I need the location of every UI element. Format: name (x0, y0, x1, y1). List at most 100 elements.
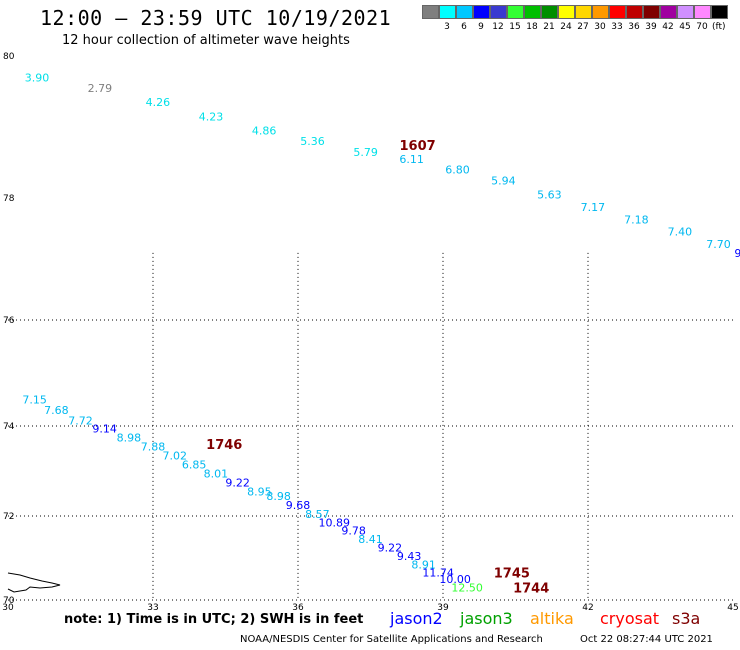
wave-height-label: 7.17 (581, 201, 606, 214)
scale-tick-label: 24 (560, 22, 572, 32)
pass-time-label: 1607 (400, 139, 436, 154)
scale-swatch (592, 5, 609, 19)
scale-swatch (473, 5, 490, 19)
wave-height-label: 5.79 (353, 146, 378, 159)
scale-swatch (439, 5, 456, 19)
scale-swatch (456, 5, 473, 19)
wave-height-label: 8.57 (305, 508, 330, 521)
scale-tick-label: 30 (594, 22, 606, 32)
wave-height-label: 8.91 (411, 558, 436, 571)
mission-s3a: s3a (672, 609, 701, 628)
scale-swatch (626, 5, 643, 19)
wave-height-label: 4.26 (146, 96, 171, 109)
scale-swatch (541, 5, 558, 19)
scale-tick-label: 33 (611, 22, 623, 32)
scale-tick-label: 70 (696, 22, 708, 32)
y-tick-label: 76 (3, 316, 15, 326)
mission-altika: altika (530, 609, 574, 628)
scale-tick-label: 21 (543, 22, 555, 32)
wave-height-label: 9.22 (225, 476, 250, 489)
wave-height-label: 5.63 (537, 188, 562, 201)
y-tick-label: 78 (3, 194, 15, 204)
wave-height-label: 4.86 (252, 125, 277, 138)
scale-swatch (575, 5, 592, 19)
scale-tick-label: 36 (628, 22, 640, 32)
scale-swatch (660, 5, 677, 19)
scale-tick-label: 6 (461, 22, 467, 32)
wave-height-label: 7.88 (141, 440, 166, 453)
scale-swatch (694, 5, 711, 19)
wave-height-label: 5.94 (491, 174, 516, 187)
wave-height-label: 9 (734, 247, 740, 260)
scale-swatch (524, 5, 541, 19)
y-tick-label: 72 (3, 512, 14, 522)
scale-tick-label: 15 (509, 22, 521, 32)
generated-timestamp: Oct 22 08:27:44 UTC 2021 (580, 634, 713, 645)
wave-height-label: 9.22 (378, 542, 403, 555)
pass-time-label: 1744 (513, 581, 549, 596)
y-tick-label: 70 (3, 596, 15, 606)
scale-tick-label: 3 (444, 22, 450, 32)
scale-tick-label: 42 (662, 22, 674, 32)
wave-height-label: 10.00 (439, 573, 471, 586)
scale-swatch (609, 5, 626, 19)
credit-line: NOAA/NESDIS Center for Satellite Applica… (240, 634, 543, 645)
wave-height-label: 6.80 (445, 164, 470, 177)
scale-tick-label: 39 (645, 22, 657, 32)
mission-cryosat: cryosat (600, 609, 660, 628)
scale-swatch (677, 5, 694, 19)
wave-height-label: 12.50 (451, 581, 483, 594)
x-tick-label: 42 (582, 603, 593, 613)
y-tick-label: 80 (3, 52, 15, 62)
wave-height-label: 7.70 (706, 238, 731, 251)
wave-height-label: 8.98 (266, 490, 291, 503)
wave-height-label: 9.68 (286, 499, 311, 512)
coastline (7, 572, 61, 593)
map-subtitle: 12 hour collection of altimeter wave hei… (62, 33, 350, 48)
wave-height-label: 7.15 (22, 394, 47, 407)
pass-time-label: 1745 (494, 567, 530, 582)
wave-height-label: 3.90 (25, 71, 50, 84)
wave-height-label: 7.02 (163, 449, 188, 462)
wave-height-label: 10.89 (319, 516, 351, 529)
wave-height-label: 8.01 (204, 467, 229, 480)
wave-height-label: 9.14 (92, 422, 117, 435)
wave-height-label: 6.85 (182, 458, 207, 471)
x-tick-label: 33 (147, 603, 158, 613)
wave-height-label: 9.43 (397, 550, 422, 563)
wave-height-label: 4.23 (199, 110, 224, 123)
wave-height-label: 11.74 (422, 567, 454, 580)
wave-height-label: 8.41 (358, 533, 383, 546)
scale-swatch (643, 5, 660, 19)
scale-swatch (507, 5, 524, 19)
wave-height-label: 7.72 (68, 415, 93, 428)
mission-jason2: jason2 (390, 609, 443, 628)
wave-height-label: 8.95 (247, 485, 272, 498)
scale-unit: (ft) (712, 22, 726, 32)
scale-tick-label: 18 (526, 22, 538, 32)
wave-height-label: 5.36 (300, 135, 325, 148)
wave-height-label: 7.18 (624, 213, 649, 226)
x-tick-label: 36 (292, 603, 304, 613)
wave-height-label: 2.79 (88, 82, 113, 95)
x-tick-label: 30 (2, 603, 14, 613)
mission-jason3: jason3 (460, 609, 513, 628)
scale-tick-label: 12 (492, 22, 504, 32)
y-tick-label: 74 (3, 422, 15, 432)
scale-swatch (422, 5, 439, 19)
pass-time-label: 1746 (206, 438, 242, 453)
wave-height-label: 7.68 (44, 404, 69, 417)
wave-height-label: 6.11 (399, 153, 424, 166)
wave-height-label: 7.40 (668, 226, 693, 239)
wave-height-label: 9.78 (341, 525, 366, 538)
x-tick-label: 45 (727, 603, 738, 613)
x-tick-label: 39 (437, 603, 449, 613)
scale-tick-label: 45 (679, 22, 691, 32)
map-title: 12:00 – 23:59 UTC 10/19/2021 (40, 6, 392, 30)
scale-tick-label: 27 (577, 22, 589, 32)
scale-swatch (711, 5, 728, 19)
scale-swatch (490, 5, 507, 19)
wave-height-label: 8.98 (117, 431, 142, 444)
scale-tick-label: 9 (478, 22, 484, 32)
